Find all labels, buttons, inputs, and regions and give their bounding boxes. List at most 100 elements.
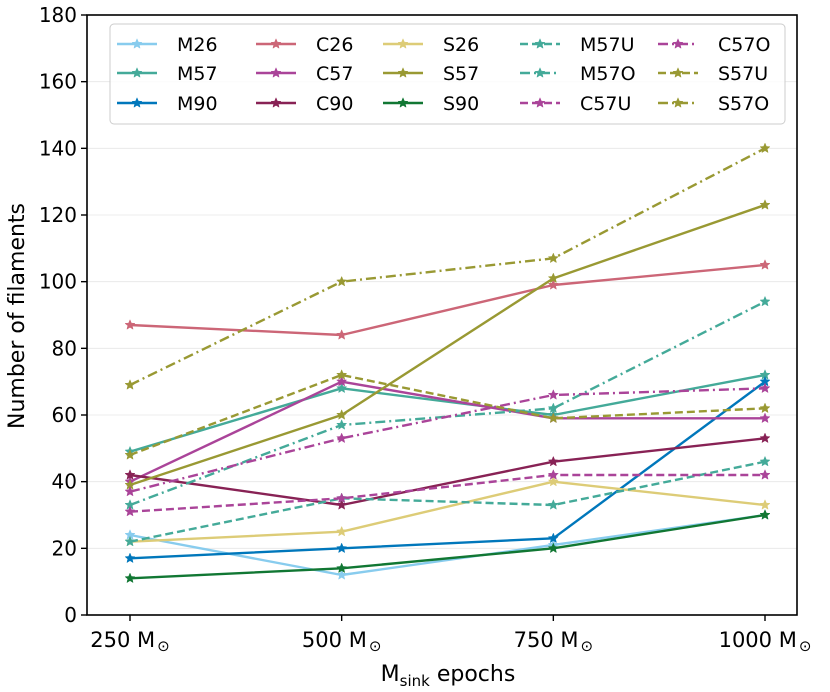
series-m90 — [124, 375, 771, 564]
legend-label: S90 — [443, 93, 479, 115]
data-point — [336, 432, 348, 444]
legend-marker — [534, 38, 546, 49]
series-s57u — [124, 369, 771, 460]
legend-item-s57u: S57U — [658, 63, 768, 85]
data-point — [759, 455, 771, 467]
legend-item-m57: M57 — [117, 63, 218, 85]
x-axis-label-subscript: sink — [400, 672, 430, 690]
data-point — [759, 382, 771, 394]
series-line-c57 — [129, 380, 765, 483]
data-point — [336, 369, 348, 380]
series-line-m26 — [129, 513, 766, 577]
legend-item-s90: S90 — [383, 93, 479, 115]
x-tick-unit: M — [137, 628, 155, 652]
legend-item-c26: C26 — [256, 34, 353, 56]
x-tick-unit-subscript: ⊙ — [369, 637, 382, 655]
legend-marker — [131, 97, 143, 108]
data-point — [124, 572, 136, 584]
legend-marker — [131, 67, 143, 78]
x-tick-value: 250 — [90, 628, 137, 652]
series-line-c57o — [129, 387, 766, 493]
legend-marker — [397, 38, 409, 49]
legend-item-s26: S26 — [383, 34, 479, 56]
series-line-s90 — [129, 513, 766, 580]
data-point — [336, 492, 348, 504]
series-m57o — [124, 295, 771, 510]
data-point — [336, 542, 348, 554]
data-point — [336, 569, 348, 580]
legend-item-c90: C90 — [256, 93, 353, 115]
data-point — [759, 199, 771, 210]
series-line-s57u — [129, 373, 766, 457]
legend-label: M57O — [580, 63, 636, 85]
y-tick-label: 20 — [52, 536, 77, 560]
legend-item-c57: C57 — [256, 63, 353, 85]
legend-label: S57O — [718, 93, 769, 115]
data-point — [124, 505, 136, 517]
data-point — [547, 469, 559, 480]
y-tick-label: 160 — [39, 70, 77, 94]
series-line-s26 — [129, 480, 766, 543]
legend-label: S57U — [718, 63, 768, 85]
legend-item-m26: M26 — [117, 34, 218, 56]
x-tick-label: 750 M ⊙ — [514, 628, 593, 655]
data-point — [336, 275, 348, 287]
x-axis: 250 M ⊙ 500 M ⊙ 750 M ⊙ 1000 M ⊙ — [90, 615, 811, 655]
series-m57u — [124, 455, 771, 547]
series-line-m90 — [129, 380, 766, 560]
x-axis-label: Msink epochs — [381, 662, 516, 690]
y-tick-label: 40 — [52, 470, 77, 494]
plot-frame — [86, 14, 798, 616]
data-point — [336, 329, 348, 340]
data-point — [759, 402, 771, 414]
legend-label: S26 — [443, 34, 479, 56]
legend-label: C90 — [316, 93, 353, 115]
data-point — [124, 449, 136, 460]
data-point — [124, 485, 136, 497]
x-tick-unit: M — [779, 628, 797, 652]
x-tick-unit: M — [349, 628, 367, 652]
x-axis-label-rest: epochs — [430, 662, 515, 687]
legend-marker — [534, 97, 546, 108]
data-point — [124, 552, 136, 564]
data-point — [336, 382, 348, 394]
legend-marker — [270, 38, 282, 49]
data-point — [547, 389, 559, 400]
y-tick-label: 120 — [39, 203, 77, 227]
x-tick-unit-subscript: ⊙ — [157, 637, 170, 655]
y-tick-label: 100 — [39, 270, 77, 294]
legend-label: C57U — [580, 93, 631, 115]
series-line-c57u — [129, 473, 765, 513]
data-point — [336, 375, 348, 387]
series-c57u — [124, 469, 771, 517]
x-tick-label: 250 M ⊙ — [90, 628, 169, 655]
legend-label: M26 — [177, 34, 218, 56]
data-point — [547, 272, 559, 284]
legend-item-m57u: M57U — [520, 34, 634, 56]
series-s90 — [124, 509, 771, 584]
legend-marker — [672, 38, 684, 49]
y-tick-label: 60 — [52, 403, 77, 427]
y-tick-label: 140 — [39, 136, 77, 160]
data-point — [336, 499, 348, 510]
legend-label: M90 — [177, 93, 218, 115]
legend-marker — [131, 38, 143, 49]
x-tick-value: 500 — [302, 628, 349, 652]
legend-marker — [672, 67, 684, 78]
x-axis-label-main: M — [381, 662, 400, 687]
legend-label: C26 — [316, 34, 353, 56]
series-c57o — [124, 382, 771, 497]
data-point — [759, 509, 771, 520]
legend-item-m90: M90 — [117, 93, 218, 115]
x-tick-label: 500 M ⊙ — [302, 628, 381, 655]
legend-marker — [672, 97, 684, 108]
series-s57 — [124, 199, 771, 490]
data-point — [547, 252, 559, 264]
data-point — [759, 499, 771, 510]
series-s57o — [124, 142, 771, 390]
y-tick-label: 180 — [39, 3, 77, 27]
legend-item-c57u: C57U — [520, 93, 631, 115]
x-tick-value: 1000 — [719, 628, 779, 652]
legend-marker — [534, 67, 546, 78]
